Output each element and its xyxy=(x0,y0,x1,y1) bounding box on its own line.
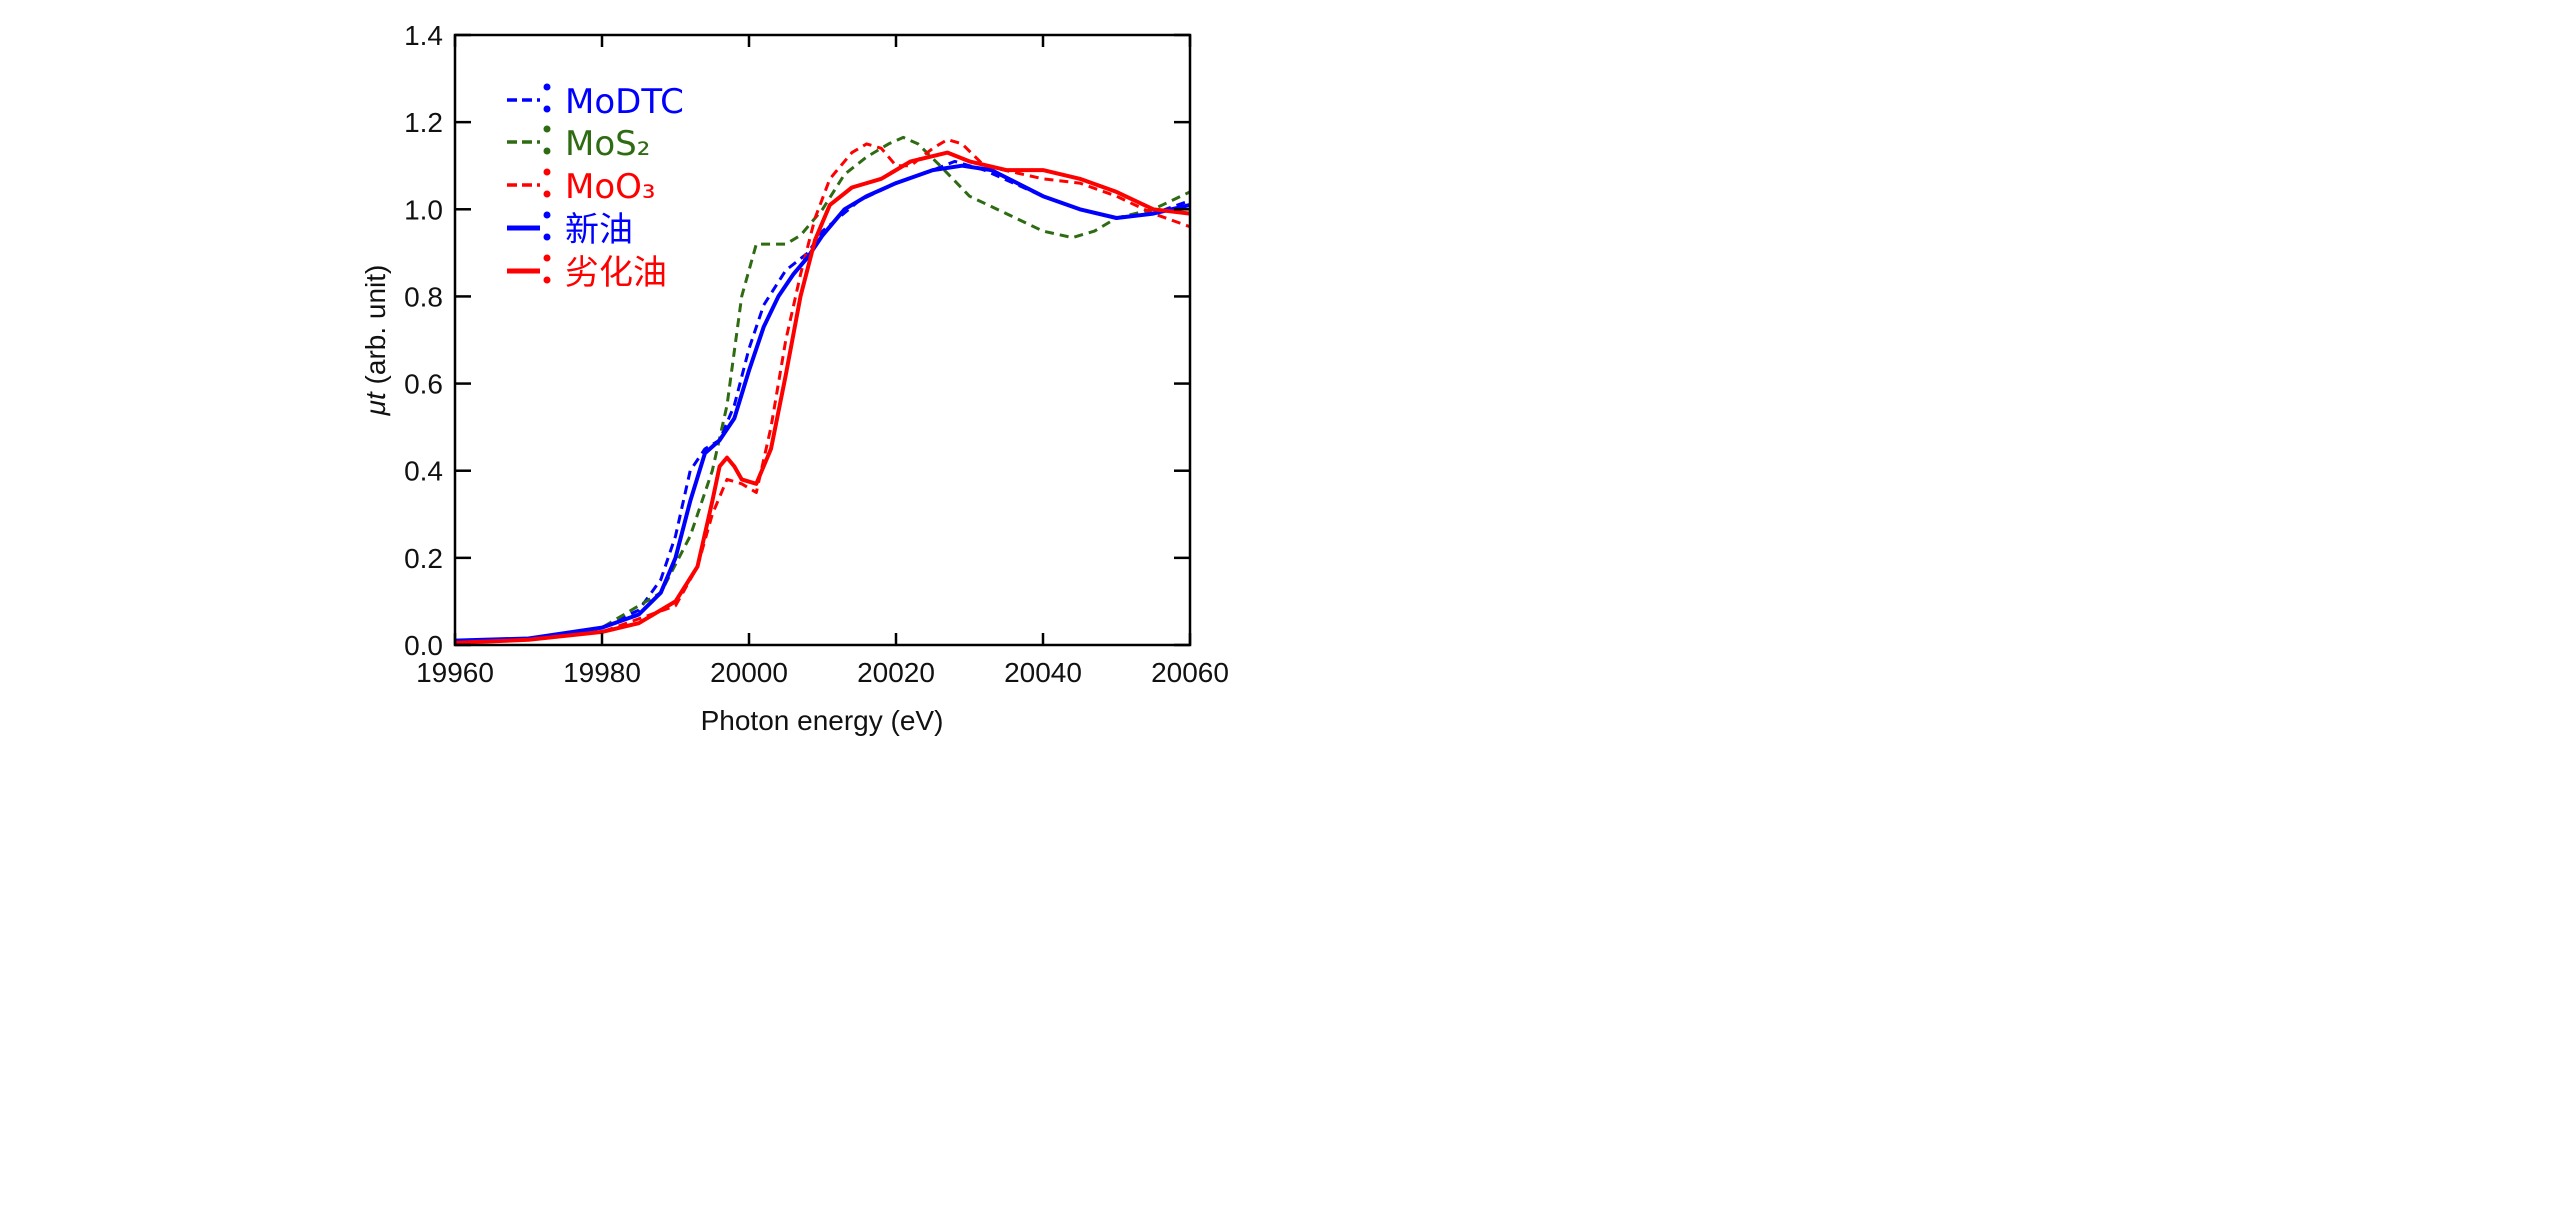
series-line-4 xyxy=(454,150,1191,645)
y-tick-label: 0.8 xyxy=(404,281,443,312)
y-tick-label: 0.6 xyxy=(404,369,443,400)
y-axis-unit: (arb. unit) xyxy=(360,265,391,393)
series-line-1 xyxy=(454,135,1191,643)
y-axis-label: μt (arb. unit) xyxy=(360,265,391,417)
legend-colon-dot xyxy=(543,276,551,284)
plot-frame xyxy=(453,33,1192,647)
y-tick-label: 1.4 xyxy=(404,20,443,51)
legend-colon-dot xyxy=(543,105,551,113)
series-layer xyxy=(454,135,1191,645)
x-tick-label: 20040 xyxy=(1004,657,1082,688)
legend-colon-dot xyxy=(543,83,551,91)
legend-label: MoO₃ xyxy=(565,167,656,207)
legend-label: 劣化油 xyxy=(565,253,667,293)
y-axis: 0.0 0.2 0.4 0.6 0.8 1.0 1.2 1.4 xyxy=(404,20,1190,661)
legend-colon-dot xyxy=(543,168,551,176)
y-tick-label: 0.4 xyxy=(404,456,443,487)
series-line-0 xyxy=(454,159,1191,643)
legend-colon-dot xyxy=(543,254,551,262)
y-tick-label: 0.0 xyxy=(404,630,443,661)
y-tick-label: 1.0 xyxy=(404,194,443,225)
y-axis-symbol: μt xyxy=(360,391,391,416)
x-tick-label: 19960 xyxy=(416,657,494,688)
legend-label: 新油 xyxy=(565,210,633,250)
legend-label: MoS₂ xyxy=(565,124,650,164)
legend-colon-dot xyxy=(543,211,551,219)
y-tick-label: 0.2 xyxy=(404,543,443,574)
legend-label: MoDTC xyxy=(565,82,684,122)
x-tick-label: 20060 xyxy=(1151,657,1229,688)
y-tick-label: 1.2 xyxy=(404,107,443,138)
x-axis-label: Photon energy (eV) xyxy=(701,705,944,736)
series-line-3 xyxy=(454,163,1191,643)
x-tick-label: 20000 xyxy=(710,657,788,688)
x-tick-label: 20020 xyxy=(857,657,935,688)
legend-colon-dot xyxy=(543,190,551,198)
legend-colon-dot xyxy=(543,233,551,241)
x-tick-label: 19980 xyxy=(563,657,641,688)
x-axis: 19960 19980 20000 20020 20040 20060 xyxy=(416,35,1229,688)
legend-colon-dot xyxy=(543,147,551,155)
legend-colon-dot xyxy=(543,125,551,133)
